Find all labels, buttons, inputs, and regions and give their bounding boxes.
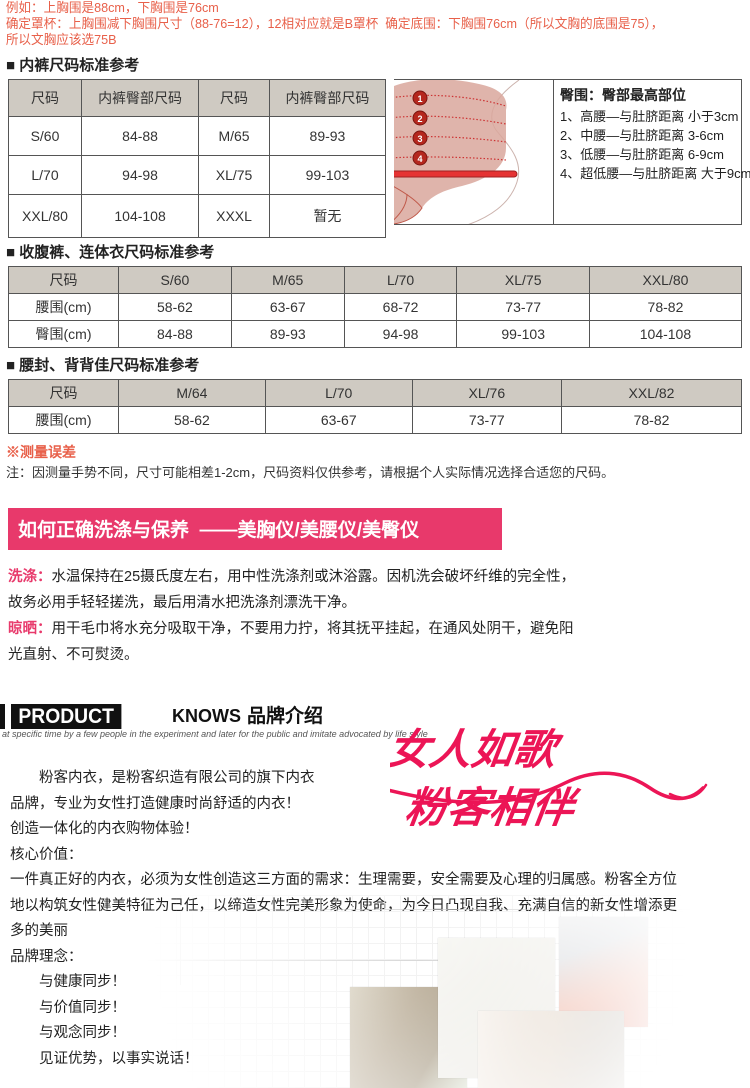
- svg-text:2: 2: [417, 114, 422, 124]
- svg-text:粉客相伴: 粉客相伴: [402, 785, 582, 832]
- svg-text:1: 1: [417, 94, 422, 104]
- svg-text:4: 4: [417, 154, 422, 164]
- svg-text:女人如歌: 女人如歌: [390, 727, 566, 774]
- svg-text:3: 3: [417, 134, 422, 144]
